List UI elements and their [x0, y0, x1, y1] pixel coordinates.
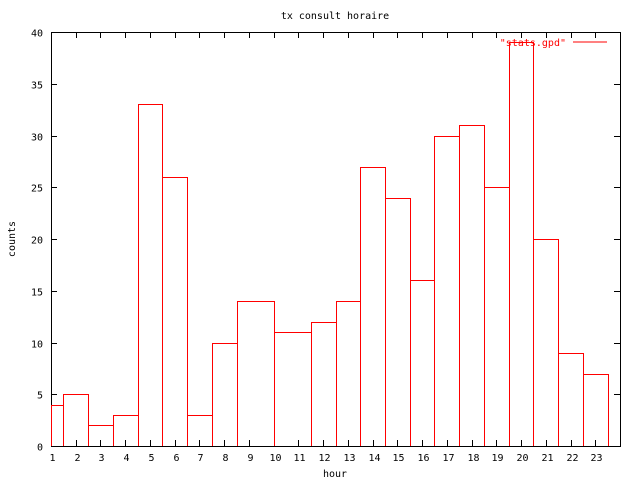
y-axis-label: counts [7, 221, 18, 257]
x-tick-label: 5 [148, 453, 154, 464]
histogram-bar [360, 167, 386, 446]
x-tick-label: 11 [293, 453, 305, 464]
histogram-bar [274, 332, 312, 446]
y-tick-label: 20 [31, 236, 43, 247]
y-tick-label: 0 [37, 443, 43, 454]
histogram-bar [434, 136, 460, 446]
histogram-bar [533, 239, 559, 446]
x-tick-label: 14 [368, 453, 380, 464]
x-tick-label: 18 [467, 453, 479, 464]
histogram-bar [509, 42, 534, 446]
y-tick-label: 25 [31, 184, 43, 195]
histogram-bar [484, 187, 510, 446]
histogram-bar [583, 374, 609, 446]
x-tick-label: 9 [247, 453, 253, 464]
y-tick-label: 30 [31, 133, 43, 144]
x-tick-label: 10 [269, 453, 281, 464]
x-tick-label: 8 [222, 453, 228, 464]
x-tick-label: 23 [590, 453, 602, 464]
histogram-bar [138, 104, 163, 446]
x-tick-label: 12 [318, 453, 330, 464]
x-tick-label: 16 [417, 453, 429, 464]
histogram-bar [311, 322, 337, 446]
y-tick-label: 35 [31, 81, 43, 92]
x-axis-label: hour [323, 469, 347, 480]
histogram-bar [212, 343, 238, 446]
histogram-bar [558, 353, 584, 446]
legend-label: "stats.gpd" [500, 38, 566, 49]
x-tick-label: 13 [343, 453, 355, 464]
y-tick-label: 15 [31, 288, 43, 299]
x-tick-label: 7 [197, 453, 203, 464]
x-tick-label: 2 [74, 453, 80, 464]
x-tick-label: 19 [491, 453, 503, 464]
x-tick-label: 20 [516, 453, 528, 464]
x-tick-label: 1 [49, 453, 55, 464]
x-tick-label: 4 [123, 453, 129, 464]
x-tick-label: 22 [566, 453, 578, 464]
histogram-bar [51, 405, 64, 446]
histogram-bar [162, 177, 188, 446]
y-tick-label: 5 [37, 391, 43, 402]
histogram-bar [385, 198, 411, 446]
chart-title: tx consult horaire [281, 11, 389, 22]
x-tick-label: 6 [173, 453, 179, 464]
histogram-bar [237, 301, 275, 446]
histogram-bar [410, 280, 435, 446]
histogram-bar [336, 301, 361, 446]
x-tick-label: 15 [392, 453, 404, 464]
x-tick-label: 21 [541, 453, 553, 464]
x-tick-label: 17 [442, 453, 454, 464]
histogram-bar [63, 394, 89, 446]
x-tick-label: 3 [98, 453, 104, 464]
histogram-bar [459, 125, 485, 446]
y-tick-label: 10 [31, 340, 43, 351]
y-tick-label: 40 [31, 29, 43, 40]
